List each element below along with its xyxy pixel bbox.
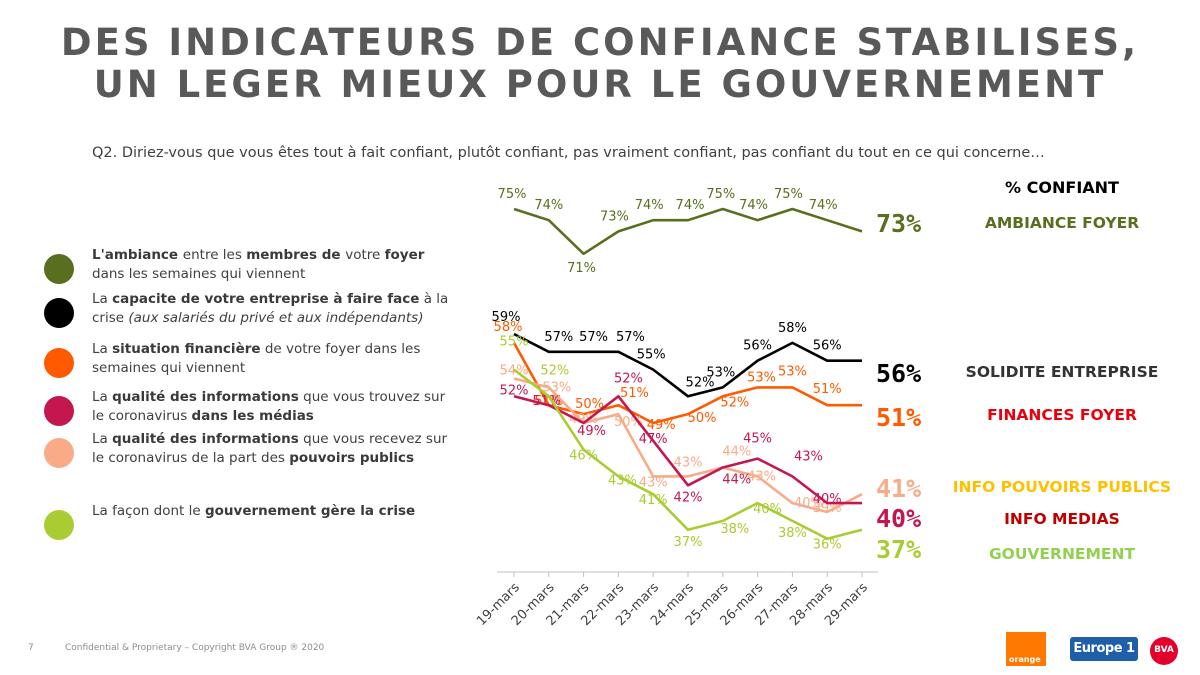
data-label: 74% <box>635 198 664 213</box>
series-line <box>513 394 862 505</box>
end-value-label: 51% <box>876 403 921 432</box>
data-label: 39% <box>813 501 842 516</box>
legend-marker-icon <box>44 254 74 284</box>
legend-label: La façon dont le gouvernement gère la cr… <box>92 503 416 519</box>
data-label: 52% <box>720 395 749 410</box>
legend-marker-icon <box>44 438 74 468</box>
end-value-label: 56% <box>876 359 921 388</box>
data-label: 74% <box>534 198 563 213</box>
series-name-label: AMBIANCE FOYER <box>985 214 1139 232</box>
data-label: 51% <box>813 382 842 397</box>
data-label: 43% <box>608 473 637 488</box>
legend-marker-icon <box>44 510 74 540</box>
data-label: 59% <box>492 310 521 325</box>
series-line <box>513 368 863 541</box>
data-label: 47% <box>639 432 668 447</box>
legend-marker-icon <box>44 396 74 426</box>
end-value-label: 37% <box>876 535 921 564</box>
data-label: 43% <box>794 449 823 464</box>
data-label: 49% <box>577 424 606 439</box>
data-label: 57% <box>544 330 573 345</box>
data-label: 43% <box>639 475 668 490</box>
data-label: 55% <box>637 348 666 363</box>
title-line-2: UN LEGER MIEUX POUR LE GOUVERNEMENT <box>93 63 1107 106</box>
data-label: 42% <box>674 490 703 505</box>
data-label: 38% <box>720 522 749 537</box>
data-label: 74% <box>676 198 705 213</box>
series-name-label: GOUVERNEMENT <box>989 545 1136 563</box>
page-title: DES INDICATEURS DE CONFIANCE STABILISES,… <box>0 22 1200 106</box>
data-label: 44% <box>722 445 751 460</box>
data-label: 58% <box>778 321 807 336</box>
data-label: 40% <box>813 492 842 507</box>
data-label: 36% <box>813 538 842 553</box>
series-line <box>513 207 863 256</box>
data-label: 56% <box>813 339 842 354</box>
data-label: 50% <box>575 397 604 412</box>
data-label: 52% <box>614 371 643 386</box>
page-number: 7 <box>28 643 34 653</box>
legend-label: La qualité des informations que vous rec… <box>92 431 448 466</box>
europe1-logo-text: Europe 1 <box>1073 641 1135 656</box>
legend-label: La situation financière de votre foyer d… <box>92 341 421 376</box>
data-label: 73% <box>600 209 629 224</box>
orange-logo-text: orange <box>1009 655 1041 664</box>
copyright-text: Confidential & Proprietary – Copyright B… <box>65 643 325 653</box>
legend-marker-icon <box>44 348 74 378</box>
end-value-label: 41% <box>876 474 921 503</box>
data-label: 40% <box>753 502 782 517</box>
title-line-1: DES INDICATEURS DE CONFIANCE STABILISES, <box>60 21 1140 64</box>
data-label: 44% <box>722 473 751 488</box>
data-label: 71% <box>567 261 596 276</box>
series-name-label: INFO MEDIAS <box>1004 510 1120 528</box>
data-label: 74% <box>739 198 768 213</box>
header-label: % CONFIANT <box>1005 178 1119 197</box>
data-label: 37% <box>674 535 703 550</box>
end-value-label: 40% <box>876 504 921 533</box>
europe1-logo: Europe 1 <box>1070 637 1138 661</box>
data-label: 40% <box>794 496 823 511</box>
data-label: 53% <box>706 365 735 380</box>
data-label: 74% <box>809 198 838 213</box>
data-label: 49% <box>647 418 676 433</box>
series-line <box>513 377 863 514</box>
data-label: 49% <box>569 412 598 427</box>
data-label: 75% <box>706 187 735 202</box>
legend-marker-icon <box>44 298 74 328</box>
data-label: 55% <box>500 335 529 350</box>
question-text: Q2. Diriez-vous que vous êtes tout à fai… <box>92 145 1045 161</box>
data-label: 53% <box>778 364 807 379</box>
series-name-label: FINANCES FOYER <box>987 406 1137 424</box>
data-label: 46% <box>569 449 598 464</box>
end-value-label: 73% <box>876 209 921 238</box>
data-label: 50% <box>688 411 717 426</box>
data-label: 52% <box>686 375 715 390</box>
bva-logo: BVA <box>1150 637 1178 665</box>
legend-label: L'ambiance entre les membres de votre fo… <box>92 247 425 282</box>
data-label: 53% <box>747 370 776 385</box>
data-label: 56% <box>743 339 772 354</box>
data-label: 52% <box>500 383 529 398</box>
data-label: 57% <box>579 330 608 345</box>
data-label: 75% <box>774 187 803 202</box>
data-label: 43% <box>674 455 703 470</box>
bva-logo-text: BVA <box>1154 645 1174 655</box>
data-label: 38% <box>778 526 807 541</box>
legend-label: La capacite de votre entreprise à faire … <box>92 291 449 326</box>
series-name-label: SOLIDITE ENTREPRISE <box>966 363 1159 381</box>
data-label: 41% <box>639 493 668 508</box>
legend-label: La qualité des informations que vous tro… <box>92 389 446 424</box>
series-name-label: INFO POUVOIRS PUBLICS <box>953 478 1171 496</box>
data-label: 58% <box>494 320 523 335</box>
data-label: 57% <box>616 330 645 345</box>
data-label: 43% <box>747 469 776 484</box>
data-label: 53% <box>542 380 571 395</box>
data-label: 45% <box>743 432 772 447</box>
data-label: 52% <box>540 363 569 378</box>
data-label: 51% <box>620 386 649 401</box>
data-label: 75% <box>498 187 527 202</box>
series-line <box>513 332 862 398</box>
orange-logo: orange <box>1006 632 1046 666</box>
